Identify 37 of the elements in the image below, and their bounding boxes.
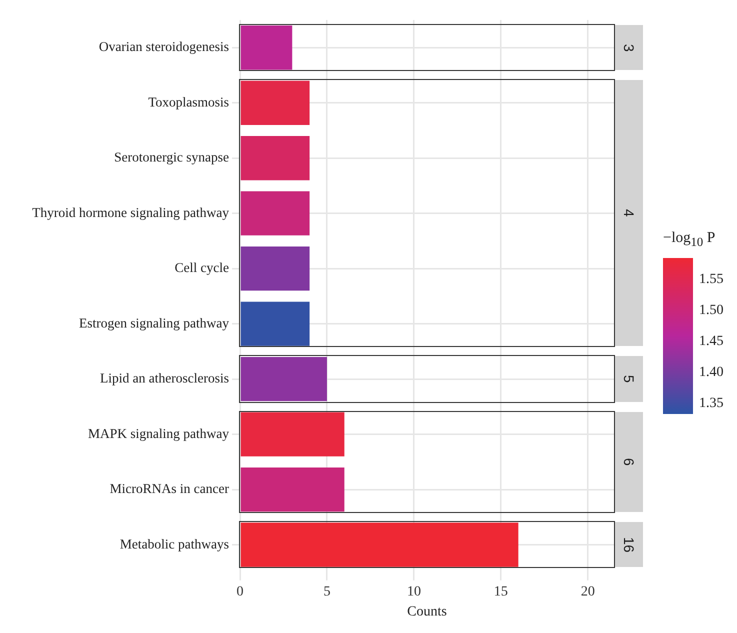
facet-strip: 4 [615, 80, 643, 346]
facet-strip: 3 [615, 25, 643, 70]
y-tick-label: Ovarian steroidogenesis [98, 39, 229, 54]
bar [240, 356, 327, 402]
y-tick-label: Cell cycle [174, 260, 229, 276]
x-axis-title: Counts [407, 604, 447, 620]
bar [240, 136, 310, 180]
y-tick-label: Toxoplasmosis [148, 94, 229, 110]
bar [240, 302, 310, 346]
x-tick-label: 15 [494, 584, 508, 600]
y-tick-label: Metabolic pathways [120, 536, 229, 552]
y-tick-label: Thyroid hormone signaling pathway [32, 204, 230, 220]
color-bar-label: 1.45 [699, 334, 724, 350]
y-tick-label: MicroRNAs in cancer [110, 481, 230, 496]
color-bar-label: 1.35 [699, 396, 724, 412]
y-tick-label: Estrogen signaling pathway [79, 315, 230, 330]
color-bar-title: −log$_{10}$ P [663, 230, 716, 250]
y-tick-label: MAPK signaling pathway [88, 426, 230, 441]
facet-strip: 5 [615, 356, 643, 402]
facet-strip: 16 [615, 522, 643, 568]
bar [240, 412, 344, 456]
bar [240, 522, 518, 567]
bar [240, 26, 292, 70]
x-tick-label: 10 [406, 584, 421, 600]
bar [240, 80, 310, 125]
x-tick-label: 0 [236, 584, 244, 600]
x-tick-label: 5 [323, 584, 330, 600]
bar [240, 467, 344, 512]
facet-strip: 6 [615, 412, 643, 512]
color-bar-label: 1.50 [699, 302, 724, 319]
color-bar-label: 1.40 [699, 364, 724, 381]
bar [240, 191, 310, 236]
y-tick-label: Serotonergic synapse [114, 150, 229, 165]
x-tick-label: 20 [580, 584, 595, 600]
color-bar-label: 1.55 [699, 272, 724, 288]
bar [240, 246, 310, 291]
y-tick-label: Lipid an atherosclerosis [100, 370, 229, 386]
